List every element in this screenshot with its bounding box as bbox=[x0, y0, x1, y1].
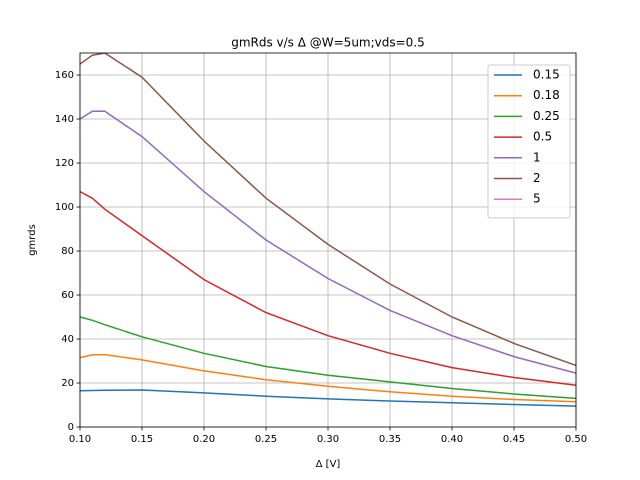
series-line bbox=[80, 389, 576, 407]
y-tick-label: 140 bbox=[55, 114, 74, 125]
series-line bbox=[80, 353, 576, 403]
y-axis-label: gmrds bbox=[27, 224, 38, 256]
x-tick-label: 0.10 bbox=[69, 434, 91, 445]
series-line bbox=[80, 316, 576, 400]
x-tick-label: 0.30 bbox=[317, 434, 339, 445]
x-tick-label: 0.35 bbox=[379, 434, 401, 445]
legend-label: 0.5 bbox=[533, 130, 552, 144]
y-tick-label: 120 bbox=[55, 158, 74, 169]
x-tick-label: 0.50 bbox=[565, 434, 587, 445]
series-line bbox=[80, 190, 576, 386]
y-tick-label: 100 bbox=[55, 202, 74, 213]
x-tick-label: 0.40 bbox=[441, 434, 463, 445]
legend-label: 0.25 bbox=[533, 109, 560, 123]
y-tick-label: 80 bbox=[61, 246, 74, 257]
ticks: 0.10 0.15 0.20 0.25 0.30 0.35 0.40 0.45 0.50 0 20 4… bbox=[55, 70, 587, 445]
y-tick-label: 0 bbox=[68, 422, 74, 433]
x-tick-label: 0.25 bbox=[255, 434, 277, 445]
x-axis-label: Δ [V] bbox=[316, 459, 341, 470]
chart-title: gmRds v/s Δ @W=5um;vds=0.5 bbox=[231, 36, 425, 50]
legend-label: 0.15 bbox=[533, 68, 560, 82]
lines bbox=[80, 53, 576, 407]
legend-box bbox=[487, 64, 571, 219]
legend-label: 5 bbox=[533, 192, 541, 206]
y-tick-label: 40 bbox=[61, 334, 74, 345]
y-tick-label: 160 bbox=[55, 70, 74, 81]
legend-label: 1 bbox=[533, 150, 541, 164]
x-tick-label: 0.15 bbox=[131, 434, 153, 445]
y-tick-label: 60 bbox=[61, 290, 74, 301]
series-line bbox=[80, 110, 576, 374]
series-line bbox=[80, 53, 576, 367]
legend-label: 2 bbox=[533, 171, 541, 185]
legend-label: 0.18 bbox=[533, 88, 560, 102]
y-tick-label: 20 bbox=[61, 378, 74, 389]
x-tick-label: 0.20 bbox=[193, 434, 215, 445]
x-tick-label: 0.45 bbox=[503, 434, 525, 445]
legend: 0.15 0.18 0.25 0.5 1 2 5 bbox=[487, 64, 571, 219]
